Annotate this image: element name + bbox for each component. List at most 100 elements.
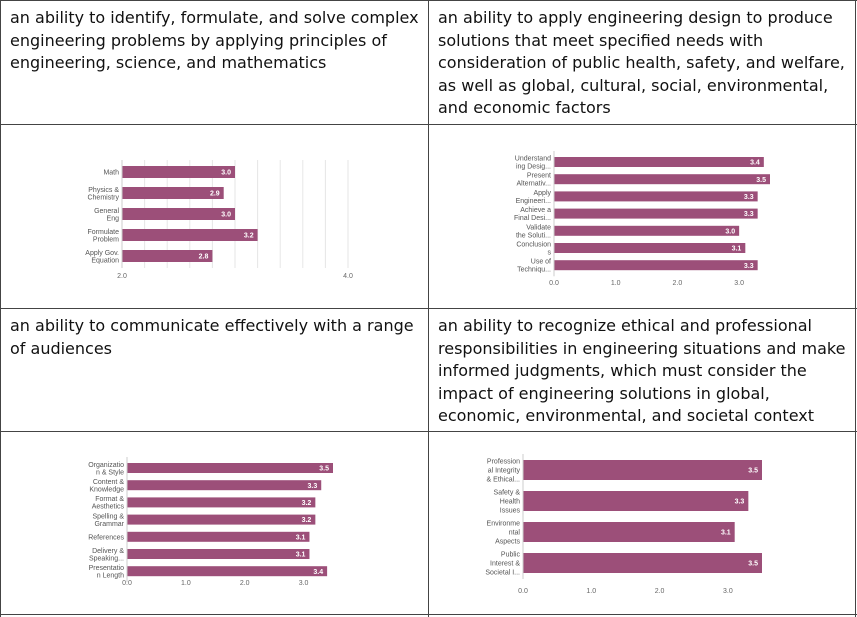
table-row-divider-1 (0, 124, 857, 125)
bar-value-label: 3.1 (732, 246, 742, 253)
bar (523, 491, 749, 511)
table-row-divider-3 (0, 431, 857, 432)
bar (127, 566, 328, 577)
category-label: Spelling & (92, 513, 124, 520)
bar-value-label: 3.5 (748, 561, 758, 568)
category-label: Aspects (495, 538, 520, 545)
category-label: Alternativ... (517, 181, 552, 188)
bar (523, 460, 762, 480)
x-tick-label: 3.0 (723, 588, 733, 595)
bar (554, 260, 758, 271)
category-label: Equation (91, 257, 119, 264)
bar-value-label: 3.1 (296, 534, 306, 541)
bar (122, 187, 224, 199)
category-label: Health (500, 499, 520, 506)
category-label: Use of (531, 259, 551, 266)
bar (554, 243, 746, 253)
bar (127, 531, 310, 542)
bar (122, 208, 235, 220)
bar-value-label: 3.5 (319, 466, 329, 473)
category-label: Engineeri... (516, 198, 551, 205)
chart-cell-4: 0.0 1.0 2.0 3.0 3.5 Profession al Integrity & E… (429, 432, 855, 614)
table-row-divider-2 (0, 308, 857, 309)
category-label: Physics & (88, 187, 119, 194)
bar-value-label: 3.3 (744, 194, 754, 201)
category-label: Format & (95, 496, 124, 503)
bar-value-label: 3.1 (721, 530, 731, 537)
bar (554, 191, 758, 202)
x-tick-label: 3.0 (734, 280, 744, 287)
bar (554, 174, 770, 185)
bar-value-label: 3.4 (313, 569, 323, 576)
category-label: Formulate (87, 229, 119, 236)
category-label: Grammar (94, 521, 124, 528)
bar-value-label: 3.2 (302, 517, 312, 524)
bar-value-label: 3.2 (244, 233, 254, 240)
bar-value-label: 3.3 (744, 211, 754, 218)
category-label: Safety & (494, 490, 521, 497)
category-label: ntal (509, 530, 521, 537)
bar-value-label: 3.3 (735, 499, 745, 506)
outcome-text-3: an ability to communicate effectively wi… (10, 316, 414, 358)
bar-chart-1: 2.0 4.0 3.0 Math 2.9 Physics &Chemistry 3.0 Gen… (85, 160, 353, 280)
category-label: References (88, 534, 124, 541)
category-label: & Ethical... (487, 476, 521, 483)
category-label: Organizatio (88, 462, 124, 469)
bar-value-label: 3.5 (748, 468, 758, 475)
bar (122, 166, 235, 178)
category-label: Techniqu... (517, 267, 551, 274)
category-label: Interest & (490, 561, 520, 568)
x-tick-label: 0.0 (518, 588, 528, 595)
category-label: Final Desi... (514, 215, 551, 222)
x-tick-label: 4.0 (343, 273, 353, 280)
x-tick-label: 1.0 (586, 588, 596, 595)
bar-value-label: 3.0 (221, 212, 231, 219)
category-label: Apply Gov. (85, 250, 119, 257)
category-label: Validate (526, 224, 551, 231)
x-tick-label: 2.0 (655, 588, 665, 595)
x-tick-label: 0.0 (549, 280, 559, 287)
category-label: Present (527, 173, 551, 180)
bar (127, 497, 316, 508)
category-label: ing Desig... (516, 164, 551, 171)
bar-value-label: 3.4 (750, 160, 760, 167)
bar (127, 480, 322, 491)
category-label: Problem (93, 236, 119, 243)
category-label: Issues (500, 507, 521, 514)
outcome-text-2: an ability to apply engineering design t… (438, 8, 845, 117)
x-tick-label: 2.0 (673, 280, 683, 287)
category-label: Conclusion (516, 242, 551, 249)
bar-value-label: 3.3 (744, 263, 754, 270)
bar (122, 229, 258, 241)
category-label: Environme (487, 521, 521, 528)
category-label: Apply (533, 190, 551, 197)
x-tick-label: 2.0 (240, 580, 250, 587)
bar (127, 514, 316, 525)
bar-value-label: 3.0 (221, 170, 231, 177)
category-label: Eng (107, 215, 120, 222)
category-label: n & Style (96, 469, 124, 476)
category-label: Speaking... (89, 555, 124, 562)
category-label: Aesthetics (92, 504, 125, 511)
bar (122, 250, 213, 262)
x-tick-label: 1.0 (611, 280, 621, 287)
category-label: n Length (97, 572, 124, 579)
chart-cell-2: 0.0 1.0 2.0 3.0 3.4 Understand ing Desig... 3.5… (429, 125, 855, 308)
x-tick-label: 3.0 (299, 580, 309, 587)
bar-value-label: 3.0 (725, 228, 735, 235)
category-label: s (548, 250, 552, 257)
bar-value-label: 3.1 (296, 552, 306, 559)
outcome-text-1: an ability to identify, formulate, and s… (10, 8, 419, 72)
category-label: Presentatio (89, 565, 125, 572)
bar-chart-4: 0.0 1.0 2.0 3.0 3.5 Profession al Integrity& E… (485, 454, 762, 595)
x-tick-label: 0.0 (122, 580, 132, 587)
category-label: Achieve a (520, 207, 551, 214)
bar-value-label: 3.5 (756, 177, 766, 184)
x-tick-label: 2.0 (117, 273, 127, 280)
category-label: Profession (487, 459, 520, 466)
category-label: Knowledge (89, 486, 124, 493)
bar-value-label: 2.8 (199, 254, 209, 261)
category-label: Content & (93, 479, 124, 486)
